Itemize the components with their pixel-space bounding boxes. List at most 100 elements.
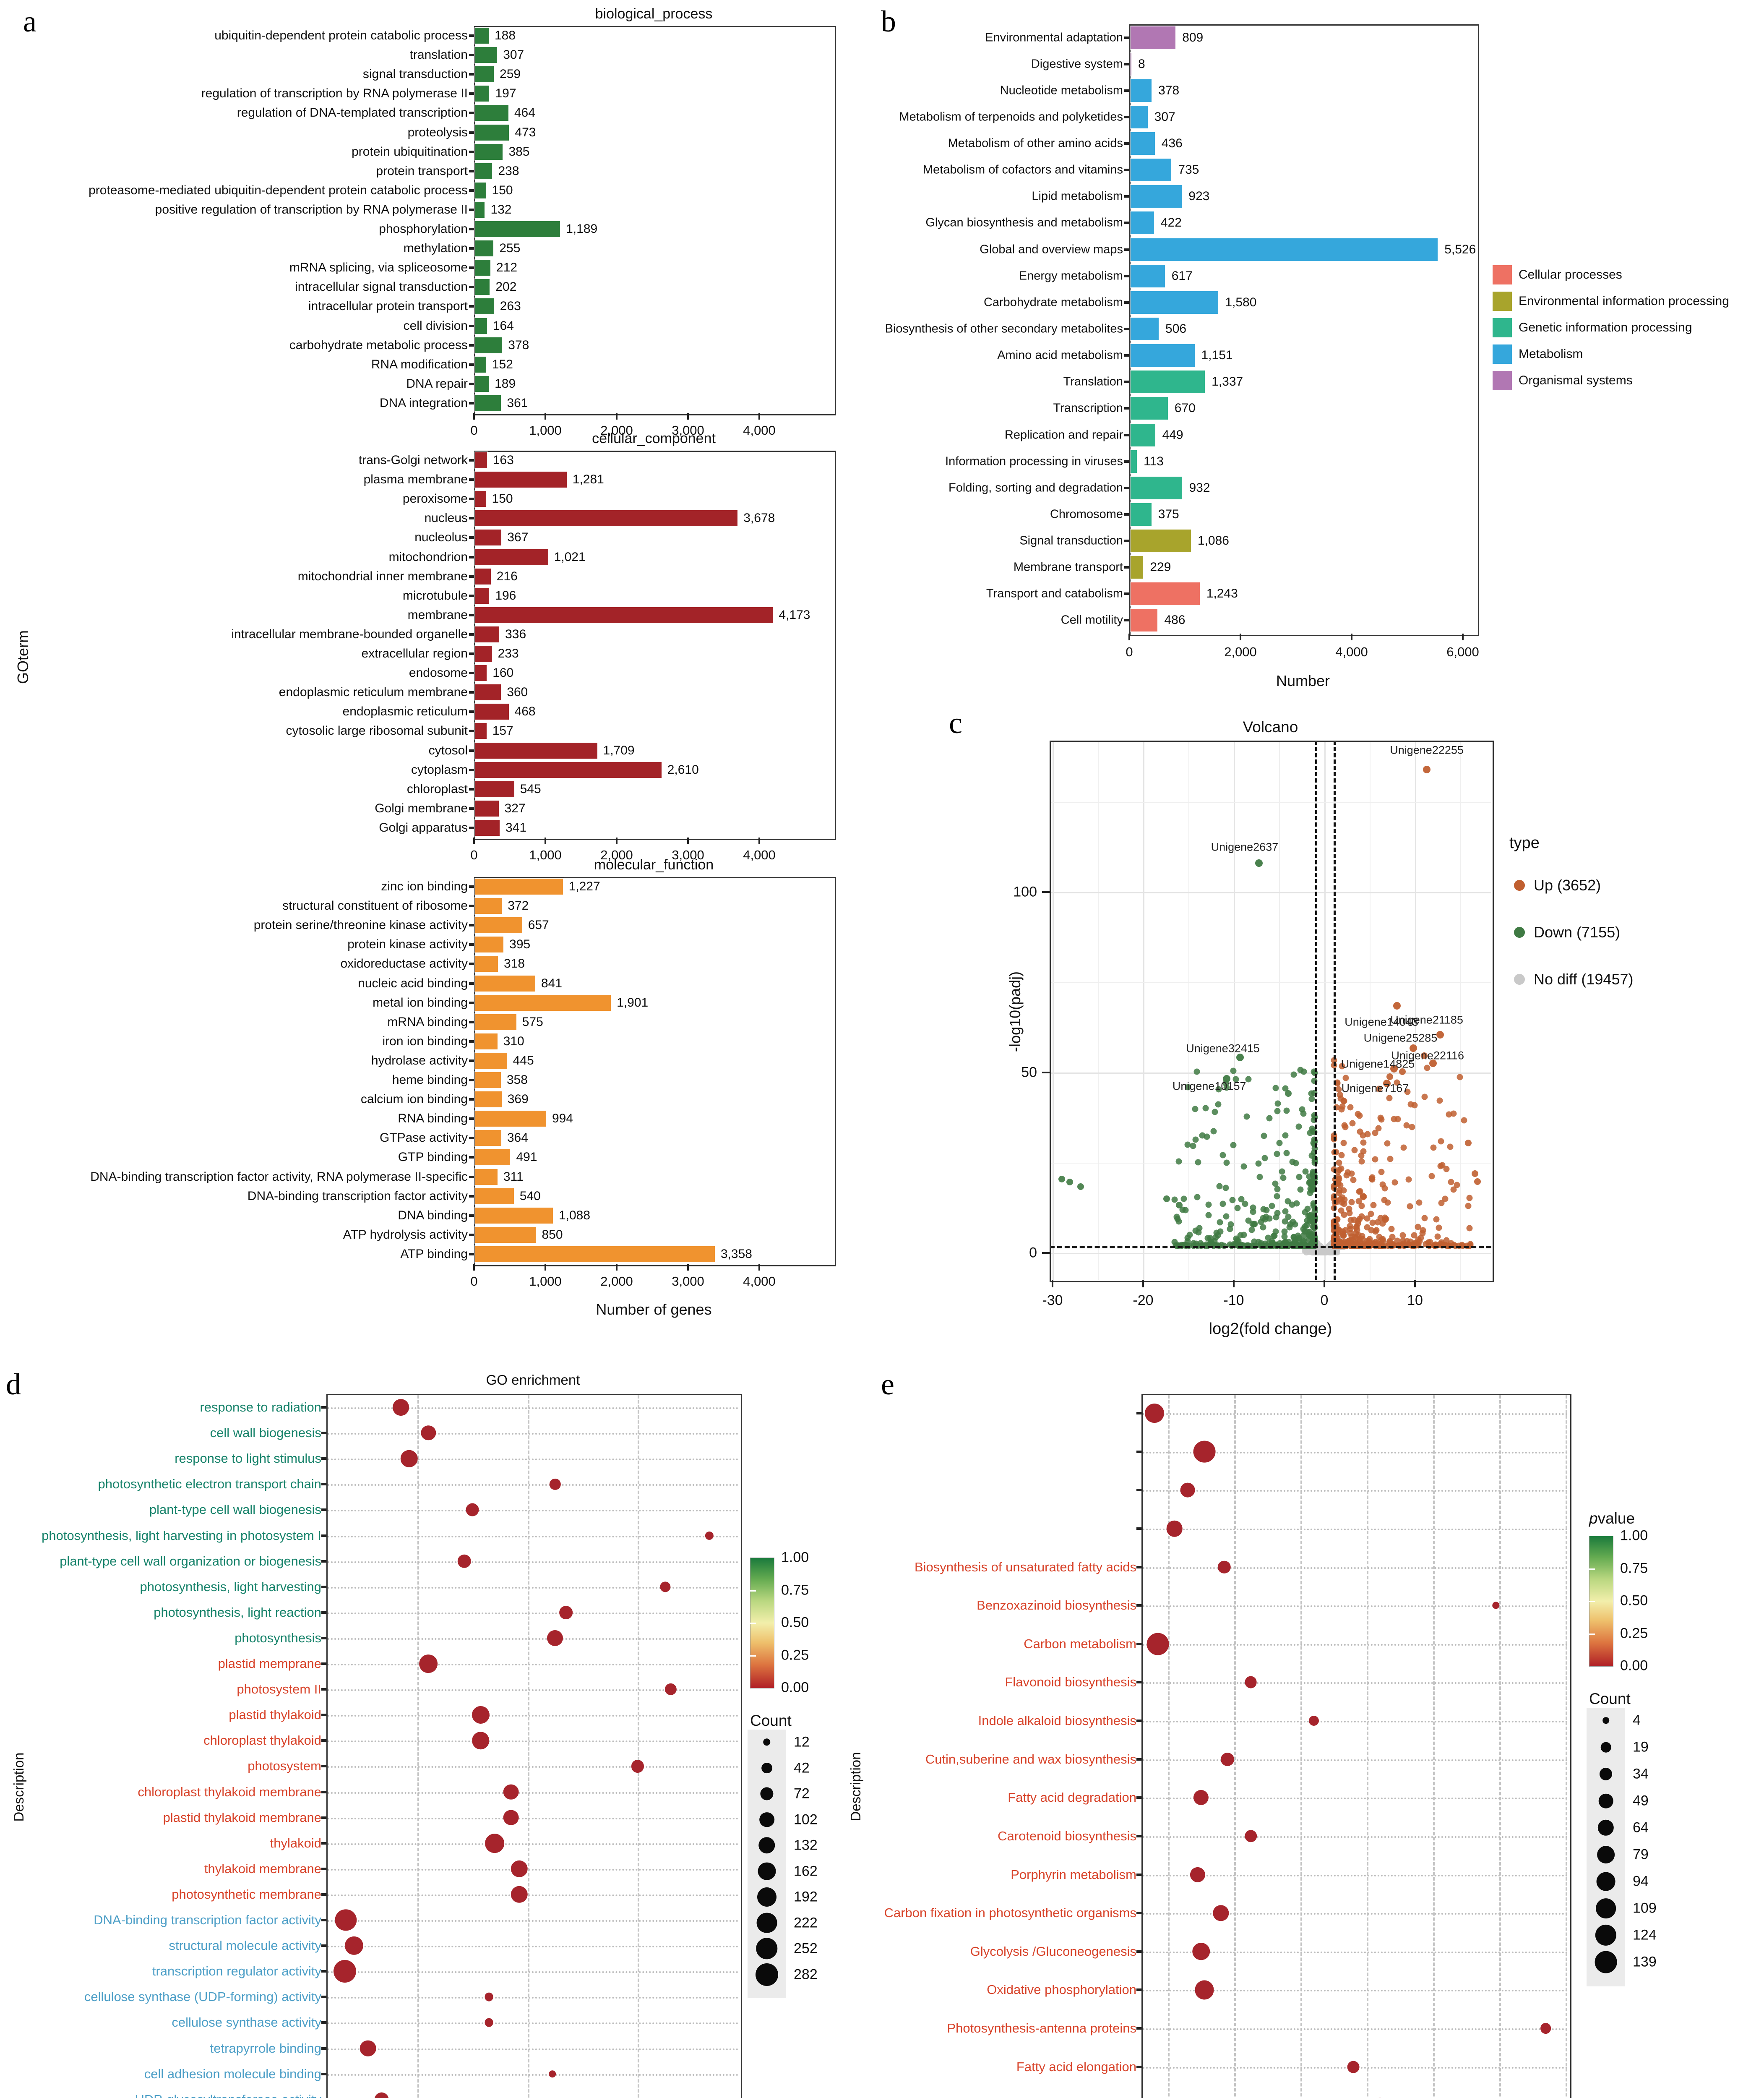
bar-a1-row9 bbox=[474, 201, 486, 219]
y-axis-tick bbox=[1136, 1796, 1141, 1799]
x-axis-tick-label: -20 bbox=[1133, 1292, 1154, 1308]
dotplot-row-label: plant-type cell wall organization or bio… bbox=[60, 1553, 321, 1568]
bar-value-label: 1,088 bbox=[558, 1208, 591, 1222]
y-axis-tick bbox=[321, 1662, 326, 1665]
bar-value-label: 1,901 bbox=[617, 995, 649, 1010]
dotplot-point bbox=[1180, 1482, 1195, 1498]
bar-a3-row5 bbox=[474, 974, 536, 992]
y-axis-tick bbox=[469, 266, 474, 269]
legend-label-eip: Environmental information processing bbox=[1519, 294, 1729, 308]
y-axis-tick bbox=[1124, 566, 1129, 569]
x-axis-tick bbox=[473, 413, 475, 420]
y-axis-tick bbox=[469, 594, 474, 597]
bar-category-label: Replication and repair bbox=[1004, 428, 1123, 442]
bar-value-label: 367 bbox=[507, 530, 529, 545]
bar-category-label: Translation bbox=[1063, 375, 1123, 389]
dotplot-row-label: Fatty acid degradation bbox=[1008, 1790, 1136, 1805]
bar-a3-row19 bbox=[474, 1245, 716, 1263]
count-legend-label: 102 bbox=[794, 1811, 818, 1827]
y-axis-tick bbox=[469, 1001, 474, 1004]
x-axis-tick bbox=[545, 838, 546, 844]
bar-value-label: 1,580 bbox=[1225, 295, 1257, 309]
bar-value-label: 150 bbox=[492, 183, 513, 197]
bar-value-label: 202 bbox=[495, 280, 517, 294]
y-axis-tick bbox=[1124, 619, 1129, 622]
pvalue-title-italic-p: p bbox=[1589, 1510, 1598, 1527]
bar-category-label: phosphorylation bbox=[379, 222, 468, 236]
bar-a2-row6 bbox=[474, 567, 492, 585]
bar-category-label: endoplasmic reticulum bbox=[342, 705, 468, 719]
y-axis-tick bbox=[321, 1508, 326, 1511]
bar-category-label: membrane bbox=[407, 608, 468, 622]
bar-value-label: 378 bbox=[508, 338, 529, 352]
bar-category-label: mRNA splicing, via spliceosome bbox=[289, 261, 468, 275]
count-legend-title: Count bbox=[750, 1712, 792, 1729]
y-axis-tick bbox=[469, 1214, 474, 1217]
y-axis-tick bbox=[469, 652, 474, 655]
bar-value-label: 385 bbox=[508, 144, 530, 159]
x-axis-tick-label: 0 bbox=[470, 1274, 478, 1289]
bar-category-label: protein ubiquitination bbox=[352, 144, 468, 159]
chart-title-volcano: Volcano bbox=[1243, 718, 1298, 736]
count-legend-bubble bbox=[757, 1887, 776, 1907]
bar-b-row6 bbox=[1129, 184, 1183, 209]
count-legend-title: Count bbox=[1589, 1690, 1631, 1707]
bar-b-row7 bbox=[1130, 211, 1155, 235]
x-axis-tick bbox=[1414, 1280, 1416, 1287]
y-axis-tick bbox=[1124, 115, 1129, 118]
y-axis-tick bbox=[469, 1233, 474, 1236]
bar-category-label: hydrolase activity bbox=[371, 1053, 468, 1067]
bar-category-label: mRNA binding bbox=[387, 1015, 468, 1029]
bar-value-label: 3,678 bbox=[743, 511, 775, 525]
gridline-minor bbox=[1460, 741, 1461, 1280]
bar-category-label: Information processing in viruses bbox=[945, 454, 1123, 468]
dotplot-point bbox=[559, 1605, 573, 1619]
count-legend-bubble bbox=[756, 1913, 777, 1933]
y-axis-tick bbox=[469, 402, 474, 404]
bar-value-label: 545 bbox=[520, 782, 541, 796]
y-axis-tick bbox=[1124, 407, 1129, 410]
count-legend-bubble bbox=[759, 1812, 774, 1827]
legend-label: No diff (19457) bbox=[1534, 971, 1634, 988]
x-axis-tick-label: 2,000 bbox=[600, 423, 633, 438]
gridline-major bbox=[1324, 741, 1326, 1280]
legend-label-os: Organismal systems bbox=[1519, 373, 1633, 387]
panel-d-letter: d bbox=[6, 1367, 21, 1401]
bar-category-label: chloroplast bbox=[406, 782, 468, 796]
bar-category-label: peroxisome bbox=[402, 492, 468, 506]
bar-category-label: proteolysis bbox=[407, 125, 468, 139]
row-dotted-gridline bbox=[328, 1920, 738, 1922]
y-axis-tick bbox=[1136, 1642, 1141, 1645]
row-dotted-gridline bbox=[1143, 1836, 1568, 1838]
bar-value-label: 468 bbox=[514, 705, 536, 719]
dotplot-row-label: cellulose synthase activity bbox=[172, 2015, 321, 2030]
bar-value-label: 923 bbox=[1188, 189, 1210, 204]
y-axis-tick bbox=[1136, 2027, 1141, 2030]
bar-value-label: 233 bbox=[498, 647, 519, 661]
count-legend-bubble bbox=[756, 1963, 778, 1986]
bar-a3-row11 bbox=[474, 1091, 503, 1109]
bar-b-row15 bbox=[1129, 423, 1157, 447]
y-axis-tick bbox=[321, 1970, 326, 1973]
y-axis-title-c: -log10(padj) bbox=[1006, 971, 1024, 1052]
dotplot-row-label: chloroplast thylakoid bbox=[203, 1733, 321, 1748]
bar-b-row2 bbox=[1129, 78, 1153, 103]
bar-a2-row18 bbox=[474, 799, 500, 817]
y-axis-tick bbox=[1124, 169, 1129, 172]
bar-a3-row18 bbox=[474, 1226, 537, 1244]
dotplot-row-label: thylakoid bbox=[270, 1835, 321, 1850]
y-axis-tick bbox=[469, 672, 474, 675]
y-axis-tick bbox=[321, 1867, 326, 1870]
y-axis-tick bbox=[469, 710, 474, 713]
bar-category-label: mitochondrion bbox=[388, 550, 468, 564]
bar-category-label: calcium ion binding bbox=[360, 1092, 468, 1106]
bar-value-label: 540 bbox=[519, 1189, 541, 1203]
colorbar-tick-label: 1.00 bbox=[1620, 1527, 1648, 1544]
y-axis-tick bbox=[321, 1611, 326, 1614]
dotplot-point bbox=[419, 1654, 438, 1673]
y-axis-tick bbox=[1136, 1566, 1141, 1568]
bar-category-label: endosome bbox=[409, 666, 468, 680]
y-axis-tick bbox=[321, 1534, 326, 1537]
dotplot-row-label: plant-type cell wall biogenesis bbox=[149, 1502, 321, 1517]
bar-a2-row3 bbox=[474, 509, 739, 527]
